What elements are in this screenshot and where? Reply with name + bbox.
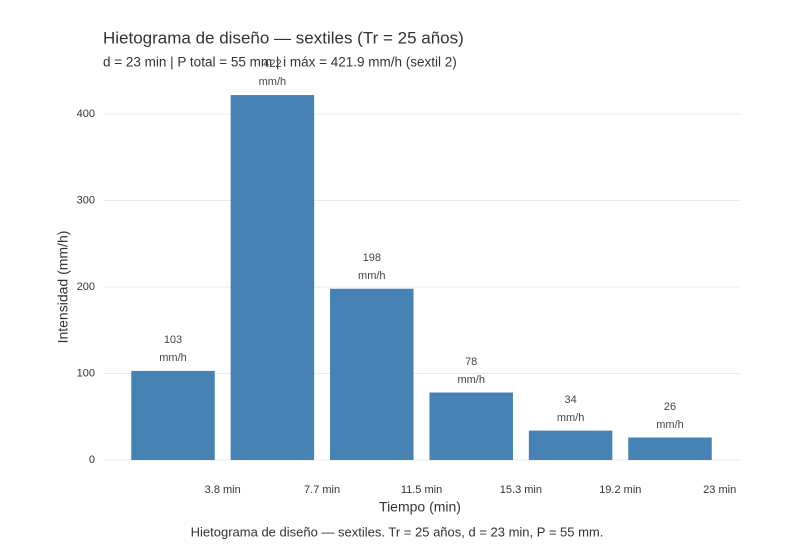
x-tick-label: 11.5 min — [401, 484, 442, 496]
value-label: 422 mm/h — [258, 58, 287, 89]
bar — [330, 288, 414, 460]
x-tick-label: 19.2 min — [599, 484, 641, 496]
bar — [628, 437, 712, 460]
y-tick-label: 100 — [77, 367, 95, 379]
bar — [429, 392, 513, 460]
y-tick-label: 300 — [77, 194, 95, 206]
value-label: 34 mm/h — [556, 393, 585, 424]
bar — [230, 95, 315, 460]
value-label: 103 mm/h — [159, 333, 187, 364]
x-tick-label: 15.3 min — [500, 484, 542, 496]
value-label: 78 mm/h — [457, 355, 485, 386]
bar — [131, 370, 215, 460]
chart-title: Hietograma de diseño — sextiles (Tr = 25… — [103, 28, 464, 47]
y-tick-label: 400 — [77, 108, 95, 120]
value-label: 26 mm/h — [656, 400, 684, 431]
x-tick-label: 3.8 min — [205, 484, 241, 496]
chart-subtitle: d = 23 min | P total = 55 mm | i máx = 4… — [103, 55, 457, 70]
y-axis-title: Intensidad (mm/h) — [55, 231, 71, 344]
caption: Hietograma de diseño — sextiles. Tr = 25… — [191, 524, 604, 539]
value-label: 198 mm/h — [358, 251, 386, 282]
y-tick-label: 0 — [89, 454, 95, 466]
x-tick-label: 23 min — [703, 484, 736, 496]
x-tick-label: 7.7 min — [304, 484, 340, 496]
y-tick-label: 200 — [77, 281, 95, 293]
x-axis-title: Tiempo (min) — [379, 499, 461, 515]
bar — [528, 430, 613, 460]
